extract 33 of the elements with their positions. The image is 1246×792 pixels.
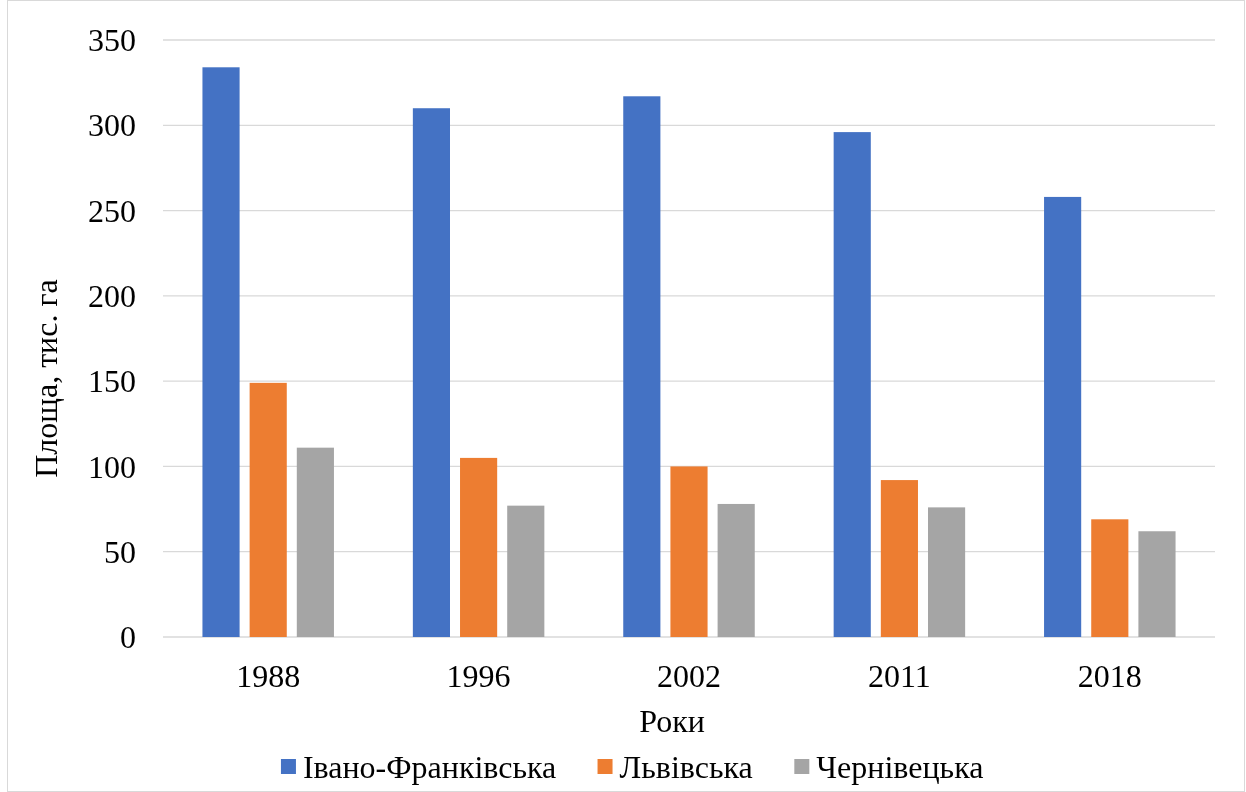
bar (623, 96, 661, 637)
bar (880, 480, 918, 637)
x-tick-label: 1988 (236, 658, 301, 694)
y-tick-label: 100 (88, 448, 136, 485)
bar (1044, 196, 1082, 637)
bar (249, 382, 287, 637)
y-tick-label: 200 (88, 278, 136, 315)
y-axis-title: Площа, тис. га (28, 279, 64, 478)
x-tick-label: 2011 (867, 658, 931, 694)
legend-label: Львівська (619, 749, 753, 786)
legend-label: Івано-Франківська (302, 749, 557, 786)
bar (833, 132, 871, 637)
x-tick-label: 1996 (446, 658, 511, 694)
bar (928, 507, 966, 637)
x-axis-title: Роки (639, 703, 705, 739)
bar (202, 67, 240, 637)
bar (412, 108, 450, 637)
y-tick-label: 250 (88, 192, 136, 229)
y-tick-label: 150 (88, 363, 136, 400)
x-tick-label: 2018 (1077, 658, 1142, 694)
x-tick-label: 2002 (657, 658, 721, 694)
bar (296, 447, 334, 637)
y-tick-label: 350 (88, 22, 136, 59)
bar (717, 503, 755, 637)
bar (670, 466, 708, 637)
bar (507, 505, 545, 637)
bar (1138, 531, 1176, 637)
bar (1091, 519, 1129, 637)
y-tick-label: 300 (88, 107, 136, 144)
bar (460, 457, 498, 637)
y-tick-label: 0 (120, 619, 136, 656)
y-tick-label: 50 (104, 533, 136, 570)
legend-label: Чернівецька (816, 749, 984, 786)
